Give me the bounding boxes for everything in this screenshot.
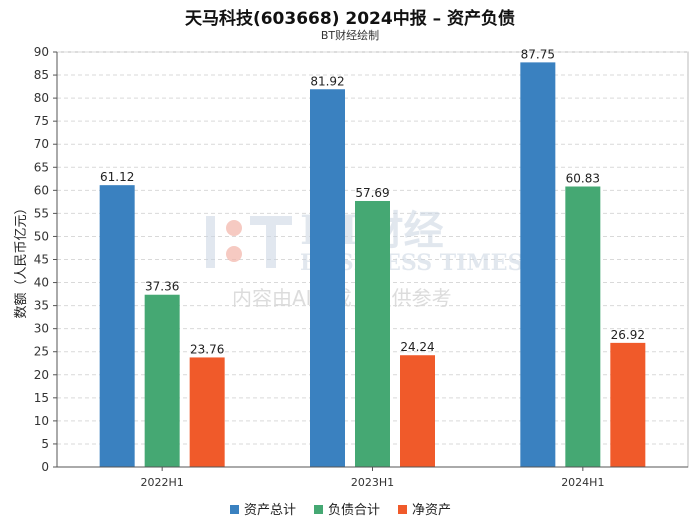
y-tick-label: 45 [34, 253, 49, 267]
y-tick-label: 10 [34, 414, 49, 428]
bar [355, 200, 390, 468]
bar [565, 186, 601, 467]
data-label: 26.92 [611, 328, 645, 342]
x-tick-label: 2023H1 [351, 476, 394, 489]
y-tick-label: 90 [34, 45, 49, 59]
watermark-logo-icon [206, 216, 292, 268]
y-tick-label: 55 [34, 206, 49, 220]
data-label: 60.83 [566, 172, 600, 186]
y-tick-label: 20 [34, 368, 49, 382]
chart-subtitle: BT财经绘制 [320, 29, 380, 42]
x-tick-label: 2022H1 [141, 476, 184, 489]
y-axis-label: 数额（人民币亿元） [14, 201, 29, 318]
legend-label: 净资产 [412, 503, 451, 518]
data-label: 81.92 [310, 74, 344, 88]
bar [144, 294, 180, 467]
y-tick-label: 30 [34, 322, 49, 336]
y-tick-label: 60 [34, 183, 49, 197]
legend-swatch [314, 505, 323, 514]
data-label: 37.36 [145, 280, 179, 294]
legend-label: 负债合计 [328, 503, 380, 518]
bar [99, 185, 135, 467]
chart-title: 天马科技(603668) 2024中报 – 资产负债 [184, 9, 516, 29]
data-label: 24.24 [400, 340, 434, 354]
y-tick-label: 40 [34, 276, 49, 290]
y-tick-label: 50 [34, 229, 49, 243]
bar [310, 89, 345, 467]
data-label: 61.12 [100, 170, 134, 184]
y-tick-label: 80 [34, 91, 49, 105]
legend: 资产总计 负债合计 净资产 [230, 503, 451, 518]
y-tick-label: 70 [34, 137, 49, 151]
bar [400, 355, 435, 467]
x-tick-label: 2024H1 [561, 476, 604, 489]
y-tick-label: 75 [34, 114, 49, 128]
bar [610, 342, 646, 467]
bar [189, 357, 225, 467]
y-tick-label: 85 [34, 68, 49, 82]
bars: 61.12 37.36 23.76 81.92 57.69 24.24 87.75 60.83… [99, 47, 646, 468]
y-tick-label: 15 [34, 391, 49, 405]
data-label: 87.75 [521, 47, 555, 61]
data-label: 57.69 [355, 186, 389, 200]
y-tick-label: 65 [34, 160, 49, 174]
legend-swatch [398, 505, 407, 514]
data-label: 23.76 [190, 342, 224, 356]
y-tick-label: 0 [41, 460, 49, 474]
y-tick-label: 5 [41, 437, 49, 451]
y-tick-label: 35 [34, 299, 49, 313]
legend-swatch [230, 505, 239, 514]
legend-label: 资产总计 [244, 503, 296, 518]
y-tick-label: 25 [34, 345, 49, 359]
bar [520, 62, 556, 467]
axes: 0 5 10 15 20 25 30 35 40 45 50 55 60 65 70 75 80 85 90 2022… [34, 45, 688, 489]
